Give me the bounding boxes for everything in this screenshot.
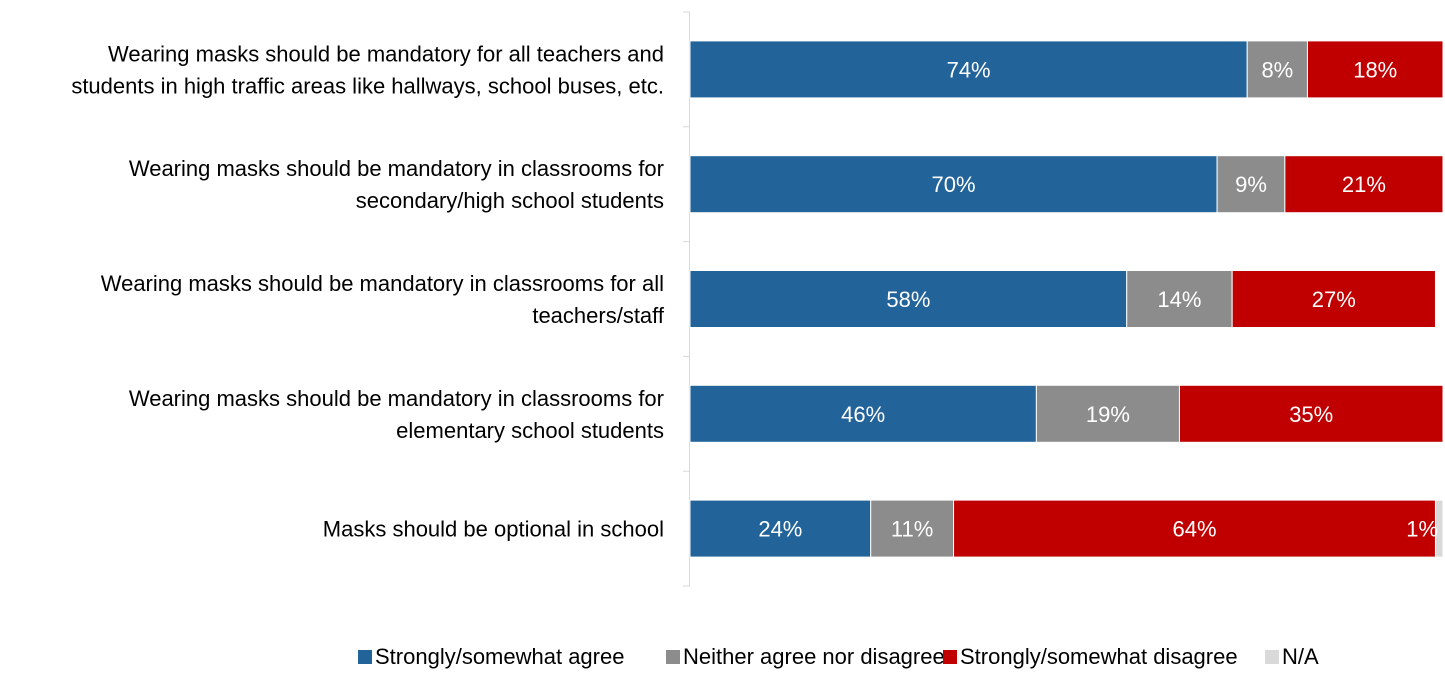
bar-segment — [1035, 384, 1180, 443]
bar-segment — [953, 499, 1436, 558]
category-label: students in high traffic areas like hall… — [71, 73, 664, 98]
category-labels: Wearing masks should be mandatory for al… — [71, 41, 665, 541]
category-label: Masks should be optional in school — [323, 517, 664, 542]
legend-label: Strongly/somewhat agree — [375, 644, 624, 669]
legend-swatch — [666, 650, 680, 664]
data-label: 58% — [886, 287, 930, 312]
category-axis — [683, 11, 690, 587]
category-label: Wearing masks should be mandatory for al… — [108, 41, 664, 66]
data-label: 19% — [1086, 402, 1130, 427]
data-label: 11% — [891, 517, 933, 542]
legend: Strongly/somewhat agree Neither agree nor… — [358, 644, 1319, 669]
bar-segment — [689, 384, 1037, 443]
bar-segment — [1178, 384, 1444, 443]
data-label: 8% — [1261, 57, 1293, 82]
data-label: 1% — [1406, 517, 1438, 542]
data-label: 70% — [932, 172, 976, 197]
data-label: 14% — [1157, 287, 1201, 312]
bar-segment — [689, 499, 872, 558]
legend-swatch — [358, 650, 372, 664]
legend-swatch — [943, 650, 957, 664]
bar-segment — [870, 499, 955, 558]
category-label: Wearing masks should be mandatory in cla… — [129, 156, 664, 181]
data-label: 74% — [947, 57, 991, 82]
data-label: 24% — [758, 517, 802, 542]
bar-segment — [1306, 40, 1444, 99]
data-label: 35% — [1289, 402, 1333, 427]
category-label: Wearing masks should be mandatory in cla… — [101, 271, 664, 296]
bar-segment — [1231, 270, 1436, 328]
bar-segment — [689, 155, 1218, 214]
data-label: 46% — [841, 402, 885, 427]
legend-label: Strongly/somewhat disagree — [960, 644, 1238, 669]
data-label: 9% — [1235, 172, 1267, 197]
bars-group: 74% 8% 18% 70% 9% 21% 58% 14% 27% 46% 19% 35% 24% 11%… — [689, 40, 1444, 558]
bar-segment — [1246, 40, 1308, 99]
category-label: elementary school students — [396, 418, 664, 443]
bar-segment — [1434, 499, 1444, 558]
category-label: secondary/high school students — [356, 188, 664, 213]
bar-segment — [1284, 155, 1444, 214]
data-label: 18% — [1353, 57, 1397, 82]
data-label: 64% — [1172, 517, 1216, 542]
category-label: Wearing masks should be mandatory in cla… — [129, 386, 664, 411]
bar-segment — [1216, 155, 1286, 214]
data-label: 27% — [1312, 287, 1356, 312]
category-label: teachers/staff — [532, 303, 665, 328]
bar-segment — [689, 40, 1248, 99]
data-label: 21% — [1342, 172, 1386, 197]
legend-label: N/A — [1282, 644, 1319, 669]
legend-swatch — [1265, 650, 1279, 664]
legend-label: Neither agree nor disagree — [683, 644, 945, 669]
